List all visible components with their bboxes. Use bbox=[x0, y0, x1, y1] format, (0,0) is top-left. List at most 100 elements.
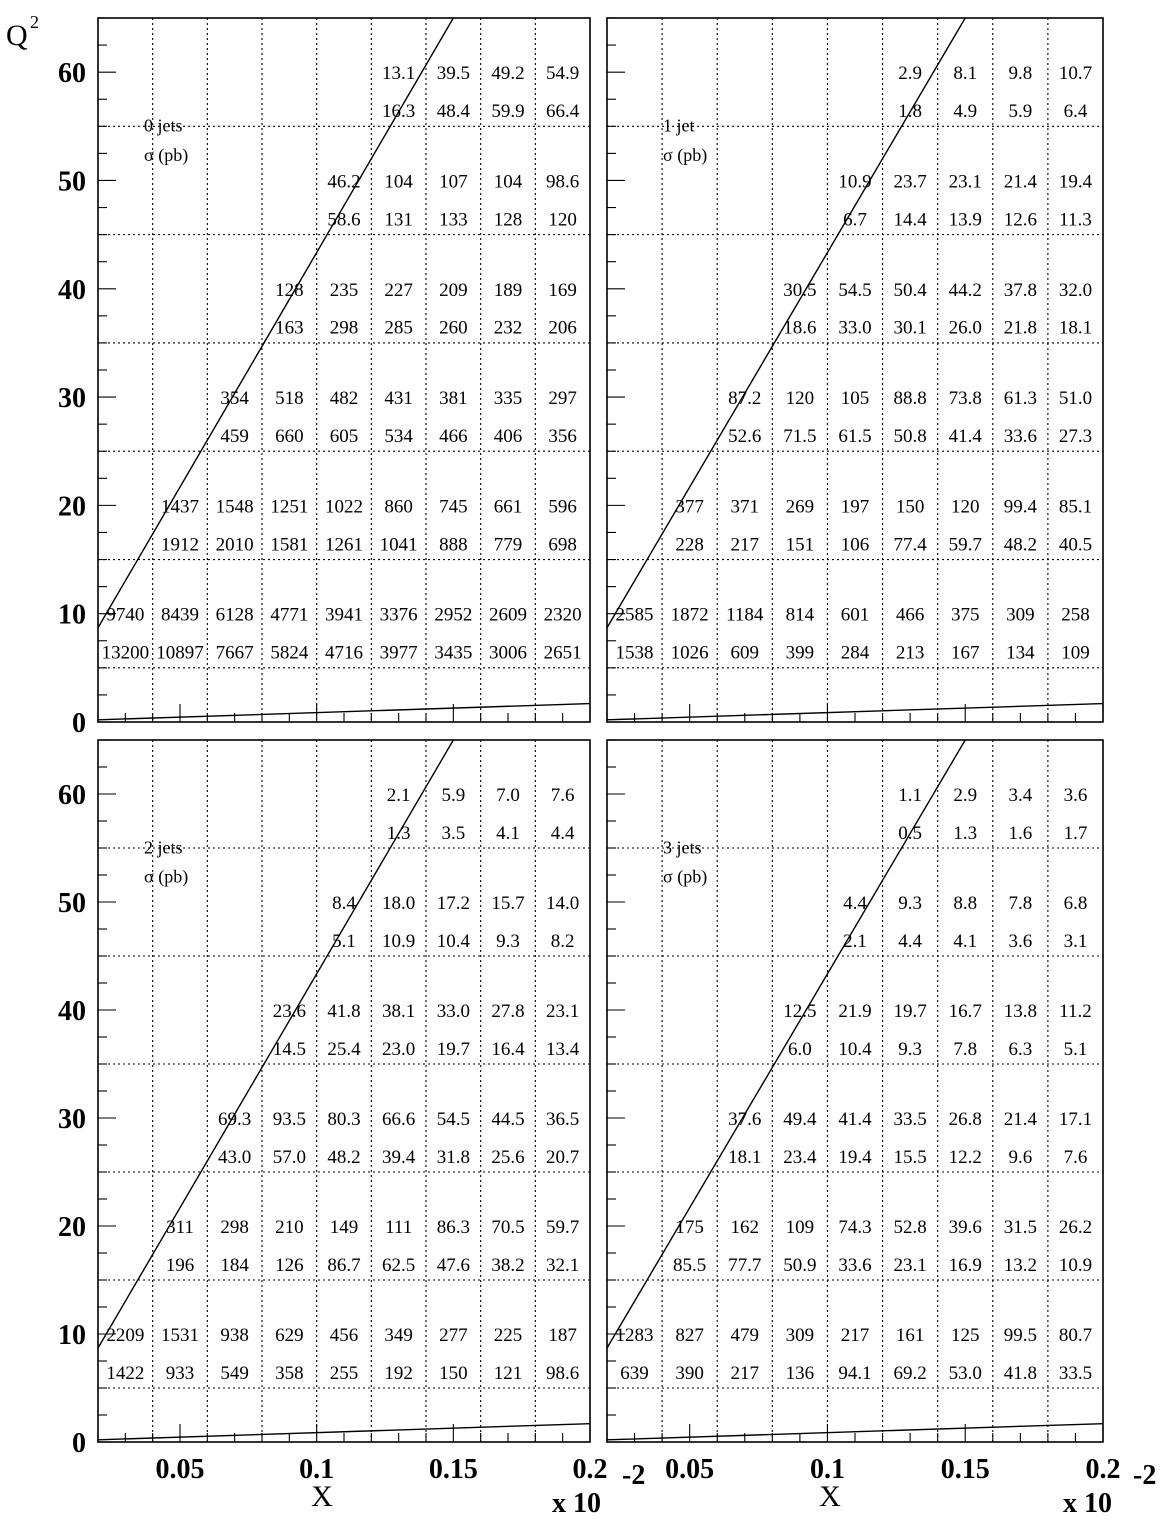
cell-value-top: 7.6 bbox=[551, 785, 575, 806]
cell-value-top: 120 bbox=[786, 388, 815, 409]
cell-value-top: 37.8 bbox=[1004, 280, 1037, 301]
cell-value-top: 4771 bbox=[270, 605, 308, 626]
cell-value-bottom: 888 bbox=[439, 534, 468, 555]
cell-value-bottom: 660 bbox=[275, 426, 304, 447]
cell-value-bottom: 19.4 bbox=[838, 1147, 872, 1168]
cell-value-bottom: 39.4 bbox=[382, 1147, 416, 1168]
cell-value-top: 1022 bbox=[325, 496, 363, 517]
y-tick-label: 40 bbox=[58, 996, 86, 1027]
cell-value-top: 23.1 bbox=[546, 1001, 579, 1022]
cell-value-bottom: 48.2 bbox=[1004, 534, 1037, 555]
cell-value-bottom: 32.1 bbox=[546, 1255, 579, 1276]
cell-value-bottom: 47.6 bbox=[437, 1255, 470, 1276]
cell-value-bottom: 228 bbox=[675, 534, 704, 555]
cell-value-bottom: 217 bbox=[731, 534, 760, 555]
cell-value-top: 74.3 bbox=[838, 1217, 871, 1238]
cell-value-top: 30.5 bbox=[783, 280, 816, 301]
cell-value-bottom: 4.1 bbox=[496, 823, 520, 844]
cell-value-bottom: 1.7 bbox=[1064, 823, 1088, 844]
cell-value-top: 8.8 bbox=[953, 893, 977, 914]
cell-value-bottom: 77.7 bbox=[728, 1255, 761, 1276]
cell-value-bottom: 25.4 bbox=[327, 1039, 361, 1060]
cell-value-top: 125 bbox=[951, 1325, 980, 1346]
cell-value-top: 277 bbox=[439, 1325, 468, 1346]
cell-value-top: 21.4 bbox=[1004, 1109, 1038, 1130]
cell-value-bottom: 399 bbox=[786, 643, 815, 664]
cell-value-top: 3.4 bbox=[1008, 785, 1032, 806]
cell-value-bottom: 184 bbox=[220, 1255, 249, 1276]
cell-value-top: 39.6 bbox=[949, 1217, 982, 1238]
cell-value-bottom: 255 bbox=[330, 1363, 359, 1384]
cell-value-top: 1184 bbox=[726, 605, 764, 626]
x-axis-multiplier-exponent: -2 bbox=[1133, 1460, 1156, 1491]
cell-value-bottom: 11.3 bbox=[1059, 209, 1092, 230]
cell-value-top: 18.0 bbox=[382, 893, 415, 914]
x-tick-label: 0.05 bbox=[156, 1454, 205, 1485]
cell-value-top: 3.6 bbox=[1064, 785, 1088, 806]
cell-value-bottom: 232 bbox=[494, 318, 523, 339]
cell-value-top: 1251 bbox=[270, 496, 308, 517]
cell-value-bottom: 933 bbox=[166, 1363, 195, 1384]
cell-value-top: 1283 bbox=[616, 1325, 654, 1346]
cell-value-top: 98.6 bbox=[546, 171, 579, 192]
cell-value-bottom: 33.0 bbox=[838, 318, 871, 339]
cell-value-top: 2585 bbox=[616, 605, 654, 626]
cell-value-top: 50.4 bbox=[893, 280, 927, 301]
cell-value-bottom: 284 bbox=[841, 643, 870, 664]
cell-value-bottom: 33.6 bbox=[838, 1255, 871, 1276]
cell-value-top: 33.0 bbox=[437, 1001, 470, 1022]
cell-value-bottom: 27.3 bbox=[1059, 426, 1092, 447]
cell-value-bottom: 1.8 bbox=[898, 101, 922, 122]
kinematic-limit-line bbox=[606, 17, 966, 629]
cell-value-top: 217 bbox=[841, 1325, 870, 1346]
cell-value-top: 269 bbox=[786, 496, 815, 517]
cell-value-top: 21.4 bbox=[1004, 171, 1038, 192]
cell-value-top: 13.8 bbox=[1004, 1001, 1037, 1022]
cell-value-bottom: 605 bbox=[330, 426, 359, 447]
cell-value-top: 14.0 bbox=[546, 893, 579, 914]
cell-value-bottom: 298 bbox=[330, 318, 359, 339]
cell-value-bottom: 3.6 bbox=[1008, 931, 1032, 952]
cell-value-bottom: 9.6 bbox=[1008, 1147, 1032, 1168]
cell-value-bottom: 2651 bbox=[544, 643, 582, 664]
cell-value-bottom: 120 bbox=[548, 209, 577, 230]
cell-value-bottom: 1261 bbox=[325, 534, 363, 555]
cell-value-bottom: 23.0 bbox=[382, 1039, 415, 1060]
panel-4: 3 jets σ (pb) 1.1 2.9 3.4 3.6 0.5 1.3 1.6 1.7 4.4 9… bbox=[606, 739, 1104, 1443]
cell-value-bottom: 3435 bbox=[434, 643, 472, 664]
cell-value-bottom: 150 bbox=[439, 1363, 468, 1384]
cell-value-top: 377 bbox=[675, 496, 704, 517]
cell-value-bottom: 23.1 bbox=[893, 1255, 926, 1276]
cell-value-top: 629 bbox=[275, 1325, 304, 1346]
y-tick-label: 60 bbox=[58, 58, 86, 89]
cell-value-bottom: 260 bbox=[439, 318, 468, 339]
x-tick-label: 0.2 bbox=[1086, 1454, 1121, 1485]
cell-value-bottom: 59.7 bbox=[949, 534, 982, 555]
cell-value-top: 23.7 bbox=[893, 171, 926, 192]
cell-value-top: 189 bbox=[494, 280, 523, 301]
cell-value-top: 44.5 bbox=[491, 1109, 524, 1130]
cell-value-bottom: 133 bbox=[439, 209, 468, 230]
cell-value-bottom: 10.9 bbox=[382, 931, 415, 952]
y-tick-label: 30 bbox=[58, 1104, 86, 1135]
cell-value-bottom: 10.4 bbox=[437, 931, 471, 952]
cell-value-top: 69.3 bbox=[218, 1109, 251, 1130]
cell-value-top: 7.8 bbox=[1008, 893, 1032, 914]
cell-value-bottom: 356 bbox=[548, 426, 577, 447]
cell-value-top: 1548 bbox=[216, 496, 254, 517]
cell-value-bottom: 13.4 bbox=[546, 1039, 580, 1060]
cell-value-top: 39.5 bbox=[437, 63, 470, 84]
panel-unit-label: σ (pb) bbox=[663, 867, 707, 888]
cell-value-bottom: 285 bbox=[384, 318, 413, 339]
cell-value-bottom: 33.5 bbox=[1059, 1363, 1092, 1384]
cell-value-top: 197 bbox=[841, 496, 870, 517]
cell-value-top: 311 bbox=[166, 1217, 194, 1238]
cell-value-top: 8439 bbox=[161, 605, 199, 626]
y-tick-label: 0 bbox=[72, 1428, 86, 1459]
cell-value-top: 16.7 bbox=[949, 1001, 982, 1022]
y-tick-label: 10 bbox=[58, 1320, 86, 1351]
cell-value-top: 17.1 bbox=[1059, 1109, 1092, 1130]
cell-value-top: 309 bbox=[1006, 605, 1035, 626]
cell-value-top: 175 bbox=[675, 1217, 704, 1238]
x-tick-label: 0.1 bbox=[299, 1454, 334, 1485]
